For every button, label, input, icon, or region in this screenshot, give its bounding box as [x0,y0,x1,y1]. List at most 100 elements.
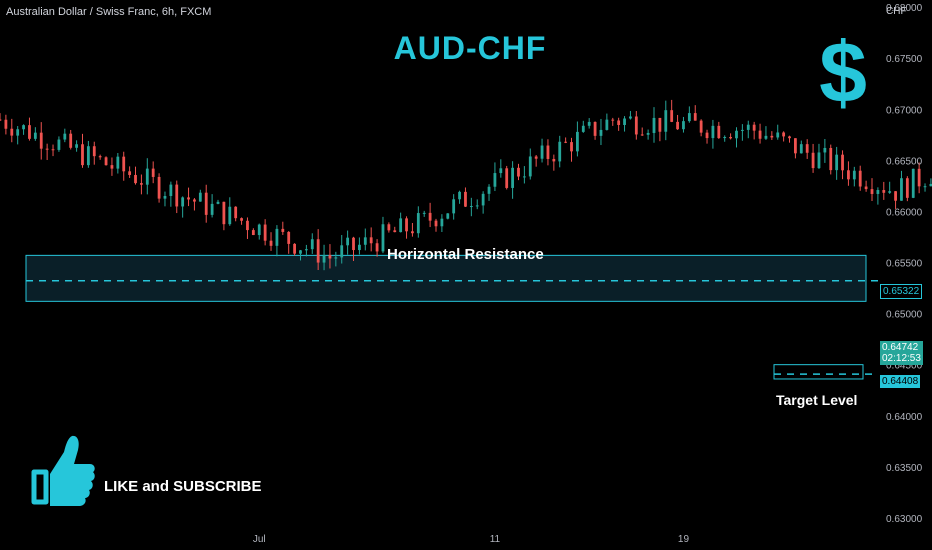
candle-body-bull [576,131,579,152]
y-tick-label: 0.66000 [886,207,923,218]
chart-heading: AUD-CHF [393,30,547,66]
candle-body-bear [92,146,96,157]
candle-body-bear [104,157,108,166]
candle-body-bear [517,167,520,177]
candle-body-bull [687,113,691,122]
y-tick-label: 0.66500 [886,156,923,167]
candle-body-bear [546,145,550,159]
candle-body-bear [570,142,573,152]
candle-body-bear [98,156,102,158]
current-price-badge: 0.64742 02:12:53 [880,341,923,365]
y-tick-label: 0.65500 [886,259,923,270]
candle-body-bear [829,147,833,171]
candle-body-bull [646,132,650,135]
candle-body-bull [599,129,603,136]
candle-body-bear [705,132,709,139]
candle-body-bear [794,138,797,154]
time-axis[interactable]: Jul1119Aug1523Sep1220Oct17 [253,534,932,545]
candle-body-bull [475,205,479,207]
candle-body-bull [210,203,214,215]
candle-body-bear [269,240,273,246]
candle-body-bear [251,230,255,236]
candle-body-bear [393,230,397,233]
candle-body-bear [693,113,697,121]
candle-body-bear [788,136,791,139]
candle-body-bear [505,168,509,188]
candle-body-bear [387,224,391,231]
candle-layer [0,99,932,271]
candle-body-bull [623,118,626,125]
zone-layer [25,254,878,380]
candle-body-bear [4,119,8,129]
candle-body-bear [858,170,862,187]
candle-body-bear [864,186,868,190]
candle-body-bull [458,191,461,200]
candle-body-bear [729,137,732,139]
target-level-label: Target Level [776,392,858,408]
candle-body-bull [540,145,544,159]
candle-body-bull [169,184,173,197]
candle-body-bull [181,197,185,207]
candle-body-bull [823,147,827,153]
candle-body-bull [605,119,609,130]
dollar-sign-icon: $ [818,24,868,121]
candle-body-bull [723,137,727,139]
candle-body-bull [711,125,715,139]
candle-body-bear [369,237,373,244]
y-tick-label: 0.63500 [886,463,923,474]
candle-body-bull [682,121,685,130]
candle-body-bull [310,239,314,250]
candle-body-bull [776,132,780,138]
candle-body-bull [86,146,90,166]
candle-body-bull [381,224,385,252]
candle-body-bull [452,199,456,214]
candle-body-bear [39,132,43,149]
candle-body-bear [894,191,897,201]
candle-body-bear [234,206,238,219]
candle-body-bear [434,220,438,227]
candle-body-bull [198,192,202,202]
symbol-title[interactable]: Australian Dollar / Swiss Franc, 6h, FXC… [6,6,212,18]
candle-body-bull [363,237,367,245]
price-axis[interactable]: 0.68000 0.67500 0.67000 0.66500 0.66000 0.655… [886,3,923,525]
candle-body-bull [876,190,880,194]
candle-body-bull [558,141,562,162]
candle-body-bear [151,168,155,177]
candle-body-bull [587,121,591,126]
candle-body-bull [399,218,403,233]
candle-body-bull [145,168,149,185]
candle-body-bear [140,183,143,185]
candle-body-bear [128,171,132,175]
candle-body-bear [316,239,320,263]
candle-body-bear [328,254,332,259]
candle-body-bull [346,237,350,246]
candle-body-bear [758,130,762,139]
candle-body-bear [0,119,2,121]
candle-body-bull [664,110,668,132]
current-price-value: 0.64742 [882,342,919,353]
candle-body-bull [764,135,768,139]
candle-body-bull [358,244,361,251]
candle-body-bull [22,125,25,130]
candle-body-bull [422,212,426,214]
candle-body-bear [281,228,285,232]
x-tick-label: 11 [490,534,501,545]
candle-body-bear [287,231,291,244]
candle-body-bull [440,218,444,227]
candle-body-bear [240,218,243,221]
y-tick-label: 0.65000 [886,310,923,321]
candle-body-bear [841,154,844,171]
target-price-badge: 0.64408 [880,375,921,388]
candle-body-bear [905,178,909,198]
candle-body-bull [416,213,420,234]
candle-body-bull [929,183,932,187]
bar-countdown: 02:12:53 [882,353,921,364]
candle-body-bear [870,189,874,194]
candle-body-bear [293,243,296,254]
candle-body-bull [33,132,37,139]
like-subscribe-text: LIKE and SUBSCRIBE [104,478,262,495]
candle-body-bear [847,170,850,180]
currency-label: CHF [886,6,907,17]
